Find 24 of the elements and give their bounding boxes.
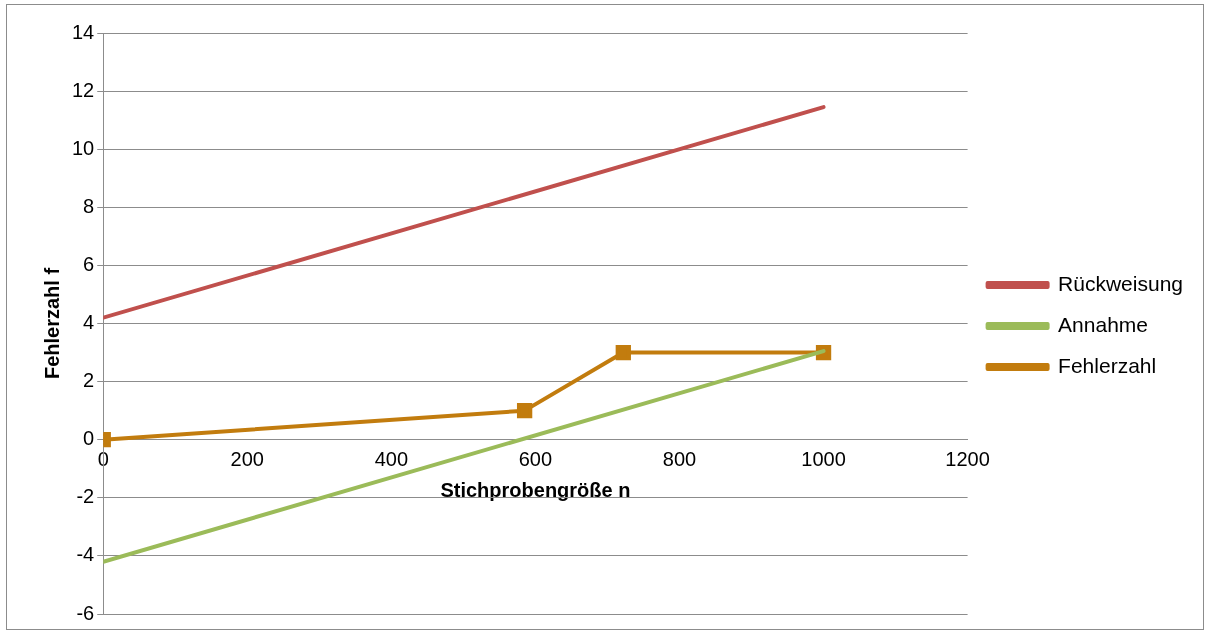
x-axis-title: Stichprobengröße n xyxy=(440,479,631,502)
y-tick-label: 0 xyxy=(83,427,95,450)
x-tick-label: 800 xyxy=(662,448,697,471)
legend-label: Rückweisung xyxy=(1058,271,1184,295)
y-tick-label: -6 xyxy=(76,601,95,624)
y-tick-label: 2 xyxy=(83,369,95,392)
legend-label: Fehlerzahl xyxy=(1058,353,1157,377)
x-tick-label: 600 xyxy=(518,448,553,471)
x-tick-label: 1000 xyxy=(801,448,846,471)
legend-label: Annahme xyxy=(1058,312,1149,336)
x-tick-label: 1200 xyxy=(945,448,990,471)
point xyxy=(615,344,631,361)
y-tick-label: 8 xyxy=(83,194,95,217)
y-tick-label: 10 xyxy=(72,136,95,159)
y-axis-title: Fehlerzahl f xyxy=(40,267,63,380)
y-tick-label: 12 xyxy=(72,78,95,101)
y-tick-label: 14 xyxy=(72,20,95,43)
y-tick-label: 4 xyxy=(83,311,95,334)
x-tick-label: 200 xyxy=(230,448,264,471)
y-tick-label: -2 xyxy=(76,485,95,508)
y-tick-label: 6 xyxy=(83,252,95,275)
x-tick-label: 400 xyxy=(374,448,409,471)
y-tick-label: -4 xyxy=(76,543,95,566)
point xyxy=(516,402,533,419)
